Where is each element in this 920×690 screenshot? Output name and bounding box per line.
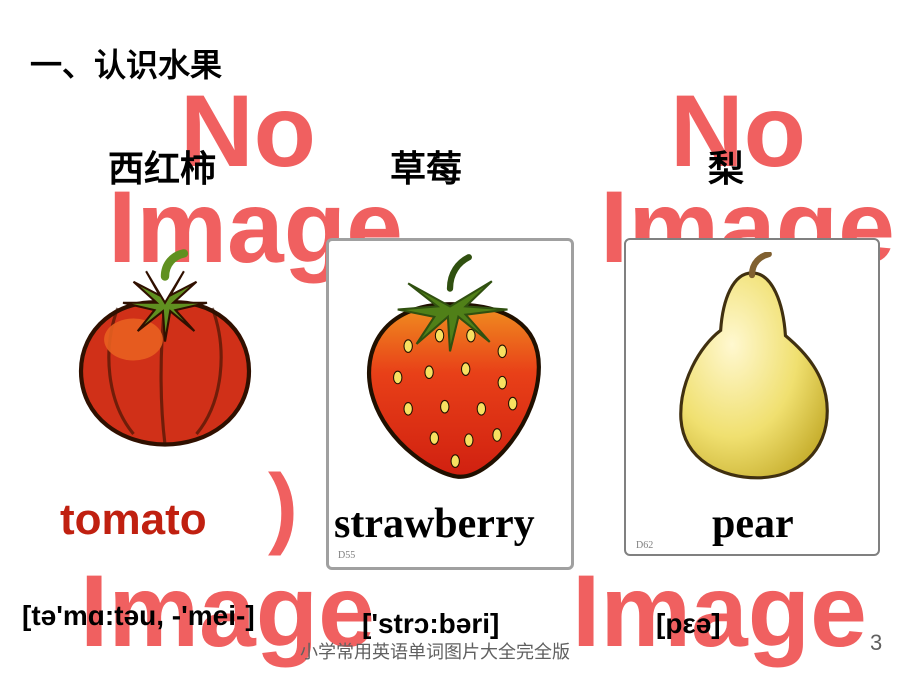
strawberry-phonetic: ['strɔ:bəri] — [362, 608, 499, 640]
pear-corner-number: D62 — [636, 540, 653, 551]
pear-image — [644, 252, 860, 487]
strawberry-corner-number: D55 — [338, 550, 355, 561]
tomato-image — [60, 245, 270, 460]
cn-label-0: 西红柿 — [108, 140, 216, 192]
page-title: 一、认识水果 — [30, 40, 222, 86]
strawberry-en-label: strawberry — [334, 500, 535, 548]
page-number: 3 — [870, 630, 882, 656]
cn-label-1: 草莓 — [390, 140, 462, 192]
tomato-phonetic: [tə'mɑ:təu, -'mei-] — [22, 600, 255, 632]
cn-label-2: 梨 — [708, 140, 744, 192]
tomato-en-label: tomato — [60, 495, 207, 545]
footer-text: 小学常用英语单词图片大全完全版 — [300, 638, 570, 664]
pear-phonetic: [pεə] — [656, 608, 721, 640]
watermark-fragment: ) — [268, 462, 298, 552]
strawberry-image — [338, 252, 562, 487]
pear-en-label: pear — [712, 500, 794, 548]
